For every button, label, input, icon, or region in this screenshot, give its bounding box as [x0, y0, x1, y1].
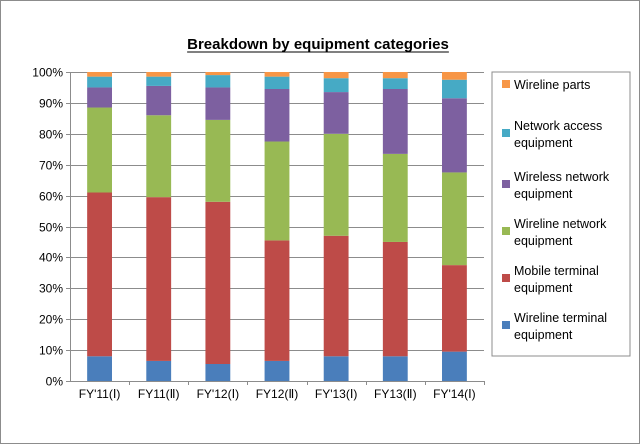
bar-segment [382, 241, 408, 357]
legend-label: Wireline parts [514, 78, 590, 92]
bar-segment [146, 76, 172, 86]
x-axis-ticks: FY'11(Ⅰ) FY11(Ⅱ) FY'12(Ⅰ) FY12(Ⅱ) FY'13(Ⅰ) FY… [79, 387, 476, 401]
legend-label: equipment [514, 328, 573, 342]
bar-stacks [87, 72, 467, 381]
y-tick-label: 40% [39, 251, 63, 265]
x-tick-label: FY'14(Ⅰ) [433, 387, 476, 401]
bar-segment [323, 72, 349, 79]
legend-swatch [502, 227, 510, 235]
bar-segment [442, 351, 467, 381]
y-tick-label: 0% [46, 375, 64, 389]
bar-segment [382, 72, 408, 79]
bar-segment [382, 356, 408, 381]
legend-label: equipment [514, 187, 573, 201]
bar-segment [323, 92, 349, 134]
y-tick-label: 100% [32, 66, 63, 80]
y-tick-label: 80% [39, 128, 63, 142]
bar-segment [442, 79, 467, 99]
x-tick-label: FY13(Ⅱ) [374, 387, 417, 401]
x-tick-label: FY'11(Ⅰ) [79, 387, 121, 401]
x-tick-label: FY'12(Ⅰ) [197, 387, 240, 401]
x-tick-label: FY12(Ⅱ) [256, 387, 299, 401]
bar-segment [205, 201, 231, 365]
y-tick-label: 50% [39, 221, 63, 235]
bar-segment [87, 107, 112, 193]
bar-segment [146, 197, 172, 361]
legend-label: Wireline terminal [514, 311, 607, 325]
legend-swatch [502, 180, 510, 188]
bar-segment [205, 119, 231, 202]
bar-segment [323, 78, 349, 93]
bar-segment [382, 78, 408, 89]
x-tick-label: FY'13(Ⅰ) [315, 387, 358, 401]
legend-label: Wireline network [514, 217, 607, 231]
bar-segment [442, 98, 467, 173]
x-tick-label: FY11(Ⅱ) [138, 387, 180, 401]
bar-segment [146, 115, 172, 198]
legend-label: equipment [514, 136, 573, 150]
y-tick-label: 60% [39, 190, 63, 204]
bar-segment [205, 75, 231, 88]
legend-swatch [502, 129, 510, 137]
legend: Wireline parts Network access equipment Wir… [502, 78, 610, 342]
legend-swatch [502, 274, 510, 282]
y-tick-label: 10% [39, 344, 63, 358]
bar-segment [87, 72, 112, 77]
bar-segment [323, 133, 349, 236]
bar-segment [146, 72, 172, 77]
bar-segment [323, 356, 349, 381]
bar-segment [442, 72, 467, 80]
bar-segment [264, 76, 290, 89]
legend-box [491, 71, 631, 357]
y-tick-label: 20% [39, 313, 63, 327]
bar-segment [264, 360, 290, 381]
bar-segment [205, 72, 231, 76]
y-tick-label: 70% [39, 159, 63, 173]
bar-segment [442, 172, 467, 266]
legend-swatch [502, 321, 510, 329]
bar-segment [264, 72, 290, 77]
y-axis-ticks: 0% 10% 20% 30% 40% 50% 60% 70% 80% 90% 100% [32, 66, 63, 389]
y-tick-label: 30% [39, 282, 63, 296]
bar-segment [87, 192, 112, 357]
bar-segment [205, 87, 231, 120]
bar-segment [264, 240, 290, 361]
bar-segment [264, 141, 290, 241]
bar-segment [146, 360, 172, 381]
bar-segment [87, 356, 112, 381]
axes [66, 72, 485, 385]
bar-segment [264, 88, 290, 142]
bar-segment [382, 88, 408, 154]
bar-segment [323, 235, 349, 357]
legend-label: Network access [514, 119, 602, 133]
bar-segment [146, 85, 172, 116]
bar-segment [87, 87, 112, 108]
bar-segment [382, 153, 408, 242]
chart-title: Breakdown by equipment categories [187, 36, 449, 53]
bar-segment [442, 265, 467, 352]
legend-label: Mobile terminal [514, 264, 599, 278]
legend-label: Wireless network [514, 170, 610, 184]
bar-segment [87, 76, 112, 88]
legend-label: equipment [514, 234, 573, 248]
bar-segment [205, 364, 231, 381]
legend-swatch [502, 80, 510, 88]
legend-label: equipment [514, 281, 573, 295]
y-tick-label: 90% [39, 97, 63, 111]
